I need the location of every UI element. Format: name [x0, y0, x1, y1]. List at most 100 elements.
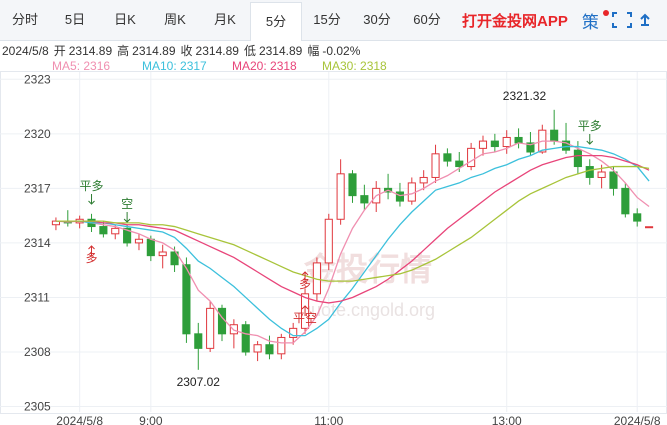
- tab[interactable]: 周K: [164, 12, 186, 27]
- candle-body: [51, 220, 60, 226]
- legend-value: 2316: [83, 59, 111, 73]
- candle-body: [526, 142, 535, 153]
- legend-name: MA20: [232, 59, 270, 73]
- legend-value: 2318: [360, 59, 387, 73]
- signal-label: 多: [299, 277, 311, 291]
- candle-body: [419, 176, 428, 184]
- signal-arrow: [123, 212, 131, 223]
- candle-body: [253, 344, 262, 353]
- signal-label: 平多: [80, 179, 104, 193]
- signal-arrow: [88, 245, 95, 256]
- info-label: 高: [117, 44, 130, 58]
- x-tick-label: 11:00: [314, 414, 343, 425]
- candle-body: [467, 147, 476, 168]
- ma-line: [55, 154, 650, 304]
- info-value: 2314.89: [132, 44, 176, 58]
- candle-body: [99, 226, 108, 235]
- tab[interactable]: 60分: [413, 12, 441, 27]
- candle-body: [360, 195, 369, 204]
- watermark-url: quote.cngold.org: [301, 300, 435, 320]
- candle-body: [336, 173, 345, 220]
- info-value: 2314.89: [68, 44, 113, 58]
- legend-value: 2317: [180, 59, 207, 73]
- candle-body: [217, 307, 227, 335]
- candle-body: [490, 140, 499, 148]
- candle-body: [561, 140, 571, 151]
- info-value: 2314.89: [195, 44, 239, 58]
- tab[interactable]: 5日: [64, 12, 86, 27]
- candle-body: [134, 238, 144, 244]
- y-tick-label: 2317: [24, 181, 51, 195]
- ma-legend: MA52316MA102317MA202318MA302318: [0, 59, 400, 73]
- tab[interactable]: 30分: [363, 12, 391, 27]
- info-label: 幅: [307, 44, 320, 58]
- legend-name: MA5: [52, 59, 83, 73]
- tab[interactable]: 月K: [214, 12, 236, 27]
- candle-body: [277, 336, 286, 355]
- legend-value: 2318: [270, 59, 297, 73]
- signal-label: 多: [86, 251, 98, 265]
- candle-body: [573, 149, 582, 168]
- info-value: 2314.89: [258, 44, 303, 58]
- candle-body: [443, 153, 452, 162]
- strategy-button[interactable]: 策: [581, 12, 599, 32]
- candle-body: [146, 238, 155, 257]
- signal-arrow: [586, 134, 594, 145]
- x-tick-label: 2024/5/8: [614, 414, 661, 425]
- y-tick-label: 2323: [24, 72, 51, 86]
- legend-entry: MA302318: [322, 59, 412, 73]
- legend-entry: MA102317: [142, 59, 232, 73]
- tab[interactable]: 5分: [250, 1, 302, 41]
- signal-arrow: [88, 194, 95, 205]
- watermark: 金投行情: [303, 251, 432, 287]
- info-bar: 2024/5/8 开 2314.89 高 2314.89 收 2314.89 低 2314.89…: [2, 42, 365, 59]
- y-tick-label: 2311: [24, 290, 50, 304]
- x-tick-label: 13:00: [492, 414, 522, 425]
- signal-arrow: [301, 271, 309, 282]
- toolbar: 分时 5日 日K 周K 月K 5分 15分 30分 60分 打开金投网APP 策: [0, 0, 667, 41]
- candle-body: [597, 171, 606, 178]
- toolbar-icons[interactable]: [602, 10, 663, 30]
- high-label: 2321.32: [503, 89, 547, 103]
- candle-body: [431, 153, 440, 178]
- candle-body: [502, 136, 511, 148]
- signal-label: 空: [121, 197, 133, 211]
- info-value: -0.02%: [322, 44, 361, 58]
- info-label: 低: [243, 44, 256, 58]
- candle-body: [123, 227, 132, 244]
- x-tick-label: 2024/5/8: [56, 414, 103, 425]
- candle-body: [182, 264, 191, 335]
- y-tick-label: 2305: [24, 400, 51, 414]
- candle-body: [324, 218, 333, 264]
- app-link[interactable]: 打开金投网APP: [462, 12, 568, 30]
- candle-body: [111, 227, 120, 235]
- legend-entry: MA52316: [52, 59, 142, 73]
- candle-body: [158, 251, 167, 257]
- candle-body: [550, 129, 559, 142]
- legend-name: MA30: [322, 59, 360, 73]
- candle-body: [609, 171, 618, 189]
- signal-label: 平多: [578, 119, 602, 133]
- candle-body: [478, 140, 488, 149]
- legend-entry: MA202318: [232, 59, 322, 73]
- tab[interactable]: 日K: [114, 12, 136, 27]
- candle-body: [170, 251, 179, 266]
- ma-line: [55, 140, 650, 344]
- candle-body: [241, 324, 250, 353]
- candle-body: [585, 166, 594, 178]
- candle-body: [348, 173, 357, 197]
- legend-name: MA10: [142, 59, 180, 73]
- candle-body: [395, 191, 405, 202]
- x-tick-label: 9:00: [139, 414, 163, 425]
- y-tick-label: 2308: [24, 345, 51, 359]
- info-label: 开: [53, 44, 66, 58]
- y-tick-label: 2314: [24, 236, 51, 250]
- ma-line: [55, 165, 650, 282]
- tab[interactable]: 15分: [313, 12, 341, 27]
- tab[interactable]: 分时: [11, 12, 38, 27]
- candle-body: [194, 333, 203, 349]
- info-label: 收: [180, 44, 193, 58]
- candle-body: [514, 136, 523, 144]
- info-date: 2024/5/8: [2, 44, 49, 58]
